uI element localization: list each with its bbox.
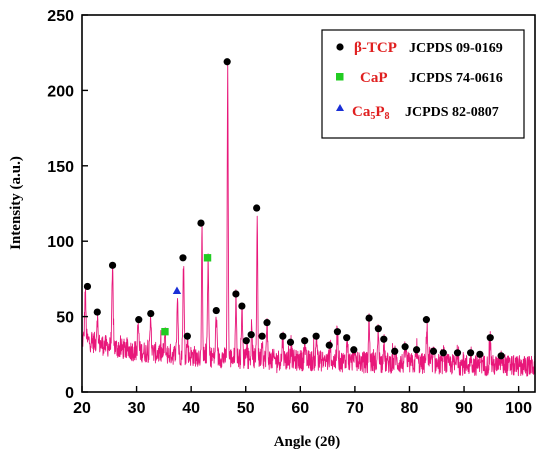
beta-tcp-marker (429, 347, 438, 355)
beta-tcp-marker (247, 331, 255, 339)
legend-card-3: JCPDS 82-0807 (405, 105, 499, 120)
beta-tcp-marker (301, 337, 309, 345)
y-tick-label: 100 (47, 234, 74, 251)
beta-tcp-marker (223, 58, 231, 66)
beta-tcp-marker (374, 325, 382, 333)
beta-tcp-marker (476, 350, 484, 358)
legend-circle-marker (336, 43, 344, 51)
y-tick-label: 150 (47, 159, 74, 176)
beta-tcp-marker (312, 332, 320, 340)
beta-tcp-marker (497, 352, 505, 360)
x-tick-label: 50 (237, 400, 255, 417)
cap-marker (161, 327, 169, 336)
x-tick-label: 60 (291, 400, 309, 417)
beta-tcp-marker (232, 290, 240, 298)
x-axis-title: Angle (2θ) (274, 434, 341, 450)
beta-tcp-marker (343, 334, 351, 342)
beta-tcp-marker (279, 332, 287, 340)
x-tick-label: 70 (346, 400, 364, 417)
plot-frame (81, 14, 536, 393)
beta-tcp-marker (380, 335, 388, 343)
xrd-signal-line (82, 61, 535, 377)
beta-tcp-marker (401, 343, 409, 351)
beta-tcp-marker (238, 302, 246, 310)
cap-marker (203, 254, 212, 262)
beta-tcp-marker (365, 314, 373, 322)
beta-tcp-marker (412, 346, 421, 354)
beta-tcp-marker (350, 346, 358, 354)
legend-phase-3: Ca5P8 (352, 104, 390, 122)
legend-card-2: JCPDS 74-0616 (409, 71, 503, 86)
y-tick-label: 0 (65, 385, 74, 402)
y-tick-label: 200 (47, 83, 74, 100)
marker-layer (83, 58, 505, 360)
x-tick-label: 100 (505, 400, 532, 417)
beta-tcp-marker (263, 319, 271, 327)
beta-tcp-marker (83, 282, 92, 291)
signal-layer (82, 61, 535, 377)
legend-triangle-marker (336, 104, 344, 111)
y-axis-title: Intensity (a.u.) (8, 156, 24, 250)
beta-tcp-marker (147, 309, 155, 318)
x-tick-label: 30 (128, 400, 146, 417)
beta-tcp-marker (439, 349, 447, 357)
ca5p8-marker (172, 286, 182, 294)
beta-tcp-marker (486, 334, 494, 342)
beta-tcp-marker (108, 261, 117, 269)
x-tick-label: 80 (401, 400, 419, 417)
beta-tcp-marker (93, 308, 101, 316)
beta-tcp-marker (253, 204, 261, 212)
legend-box (321, 29, 525, 139)
x-tick-label: 40 (182, 400, 200, 417)
beta-tcp-marker (453, 349, 462, 357)
legend-phase-1: β-TCP (354, 40, 397, 56)
x-tick-label: 20 (73, 400, 91, 417)
beta-tcp-marker (135, 316, 143, 324)
beta-tcp-marker (258, 332, 266, 340)
legend-card-1: JCPDS 09-0169 (409, 41, 503, 56)
beta-tcp-marker (286, 338, 295, 346)
legend-phase-2: CaP (360, 70, 388, 86)
beta-tcp-marker (391, 347, 399, 355)
legend: β-TCP JCPDS 09-0169 CaP JCPDS 74-0616 Ca… (321, 29, 525, 139)
x-tick-label: 90 (455, 400, 473, 417)
beta-tcp-marker (422, 316, 430, 324)
y-tick-label: 250 (47, 8, 74, 25)
beta-tcp-marker (212, 306, 220, 315)
beta-tcp-marker (242, 337, 250, 345)
y-axis-ticks: 0 50 100 150 200 250 (47, 8, 88, 402)
beta-tcp-marker (179, 254, 187, 262)
beta-tcp-marker (183, 332, 191, 340)
beta-tcp-marker (333, 328, 342, 336)
beta-tcp-marker (197, 219, 205, 227)
y-tick-label: 50 (56, 310, 74, 327)
beta-tcp-marker (325, 341, 333, 349)
beta-tcp-marker (466, 349, 475, 357)
legend-square-marker (336, 73, 344, 81)
x-axis-ticks: 20 30 40 50 60 70 80 90 100 (73, 386, 532, 417)
